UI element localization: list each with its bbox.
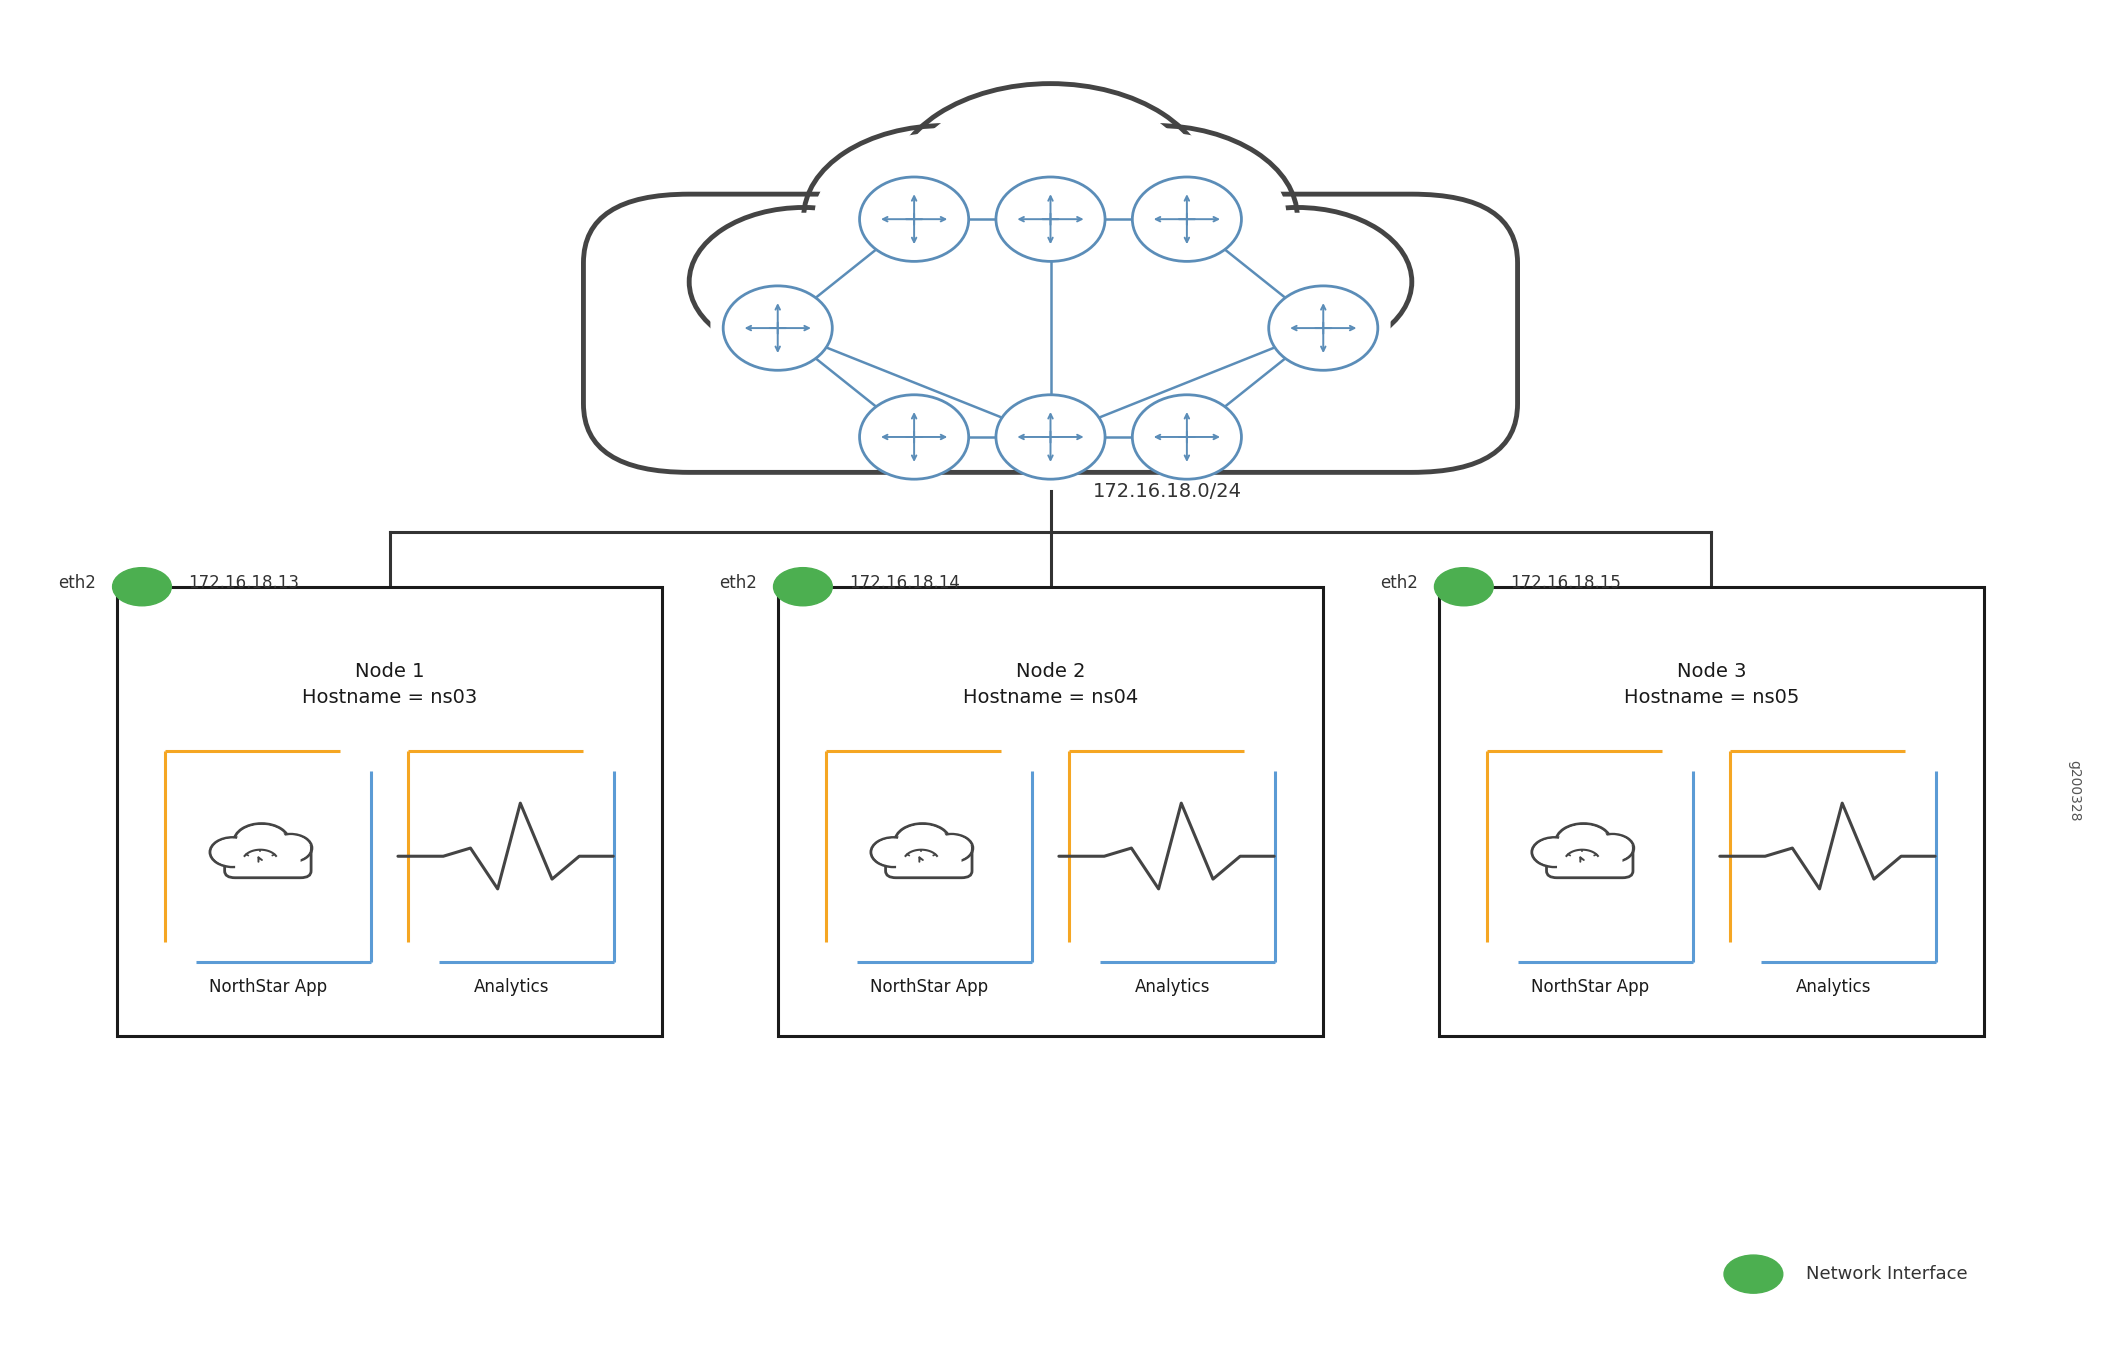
- Text: Analytics: Analytics: [473, 978, 548, 996]
- FancyBboxPatch shape: [777, 587, 1324, 1035]
- Circle shape: [1027, 132, 1286, 301]
- Circle shape: [1015, 125, 1296, 308]
- Circle shape: [805, 125, 1086, 308]
- FancyBboxPatch shape: [584, 194, 1517, 472]
- FancyBboxPatch shape: [710, 277, 1391, 390]
- Circle shape: [895, 824, 950, 859]
- Circle shape: [897, 825, 948, 858]
- Text: Network Interface: Network Interface: [1807, 1266, 1967, 1284]
- FancyBboxPatch shape: [225, 844, 311, 878]
- FancyBboxPatch shape: [1557, 854, 1622, 873]
- FancyBboxPatch shape: [118, 587, 662, 1035]
- FancyBboxPatch shape: [1546, 844, 1632, 878]
- Text: NorthStar App: NorthStar App: [1532, 978, 1649, 996]
- Circle shape: [698, 213, 910, 351]
- Circle shape: [773, 567, 832, 606]
- Text: Node 2
Hostname = ns04: Node 2 Hostname = ns04: [962, 662, 1139, 707]
- Ellipse shape: [1132, 177, 1242, 262]
- Ellipse shape: [1269, 286, 1378, 370]
- Circle shape: [1593, 836, 1630, 861]
- Circle shape: [237, 825, 286, 858]
- Ellipse shape: [859, 394, 969, 479]
- Text: Node 3
Hostname = ns05: Node 3 Hostname = ns05: [1624, 662, 1798, 707]
- Circle shape: [271, 836, 309, 861]
- Text: eth2: eth2: [59, 574, 97, 592]
- Text: 172.16.18.0/24: 172.16.18.0/24: [1093, 481, 1242, 501]
- Circle shape: [1725, 1255, 1784, 1293]
- Text: 172.16.18.13: 172.16.18.13: [189, 574, 298, 592]
- Circle shape: [1590, 835, 1635, 862]
- Text: Node 1
Hostname = ns03: Node 1 Hostname = ns03: [303, 662, 477, 707]
- Circle shape: [1183, 207, 1412, 356]
- Circle shape: [1532, 837, 1578, 868]
- Circle shape: [1534, 839, 1574, 865]
- Circle shape: [689, 207, 918, 356]
- Circle shape: [906, 91, 1195, 281]
- Circle shape: [210, 837, 256, 868]
- Text: 172.16.18.15: 172.16.18.15: [1511, 574, 1620, 592]
- Circle shape: [1555, 824, 1611, 859]
- Circle shape: [891, 83, 1210, 289]
- FancyBboxPatch shape: [1439, 587, 1983, 1035]
- Circle shape: [931, 835, 973, 862]
- Text: NorthStar App: NorthStar App: [208, 978, 328, 996]
- FancyBboxPatch shape: [235, 854, 300, 873]
- Circle shape: [113, 567, 172, 606]
- Text: 172.16.18.14: 172.16.18.14: [849, 574, 960, 592]
- Ellipse shape: [859, 177, 969, 262]
- FancyBboxPatch shape: [895, 854, 962, 873]
- Circle shape: [872, 837, 916, 868]
- Circle shape: [1559, 825, 1607, 858]
- Text: Analytics: Analytics: [1135, 978, 1210, 996]
- Text: NorthStar App: NorthStar App: [870, 978, 987, 996]
- Ellipse shape: [723, 286, 832, 370]
- Circle shape: [815, 132, 1074, 301]
- Circle shape: [874, 839, 914, 865]
- Text: Analytics: Analytics: [1796, 978, 1870, 996]
- Text: eth2: eth2: [1380, 574, 1418, 592]
- FancyBboxPatch shape: [887, 844, 973, 878]
- Circle shape: [933, 836, 971, 861]
- Ellipse shape: [996, 394, 1105, 479]
- Circle shape: [269, 835, 311, 862]
- Text: g200328: g200328: [2067, 760, 2082, 821]
- Ellipse shape: [1132, 394, 1242, 479]
- Circle shape: [212, 839, 252, 865]
- Circle shape: [1191, 213, 1403, 351]
- Circle shape: [1435, 567, 1494, 606]
- Circle shape: [233, 824, 290, 859]
- Ellipse shape: [996, 177, 1105, 262]
- Text: eth2: eth2: [719, 574, 756, 592]
